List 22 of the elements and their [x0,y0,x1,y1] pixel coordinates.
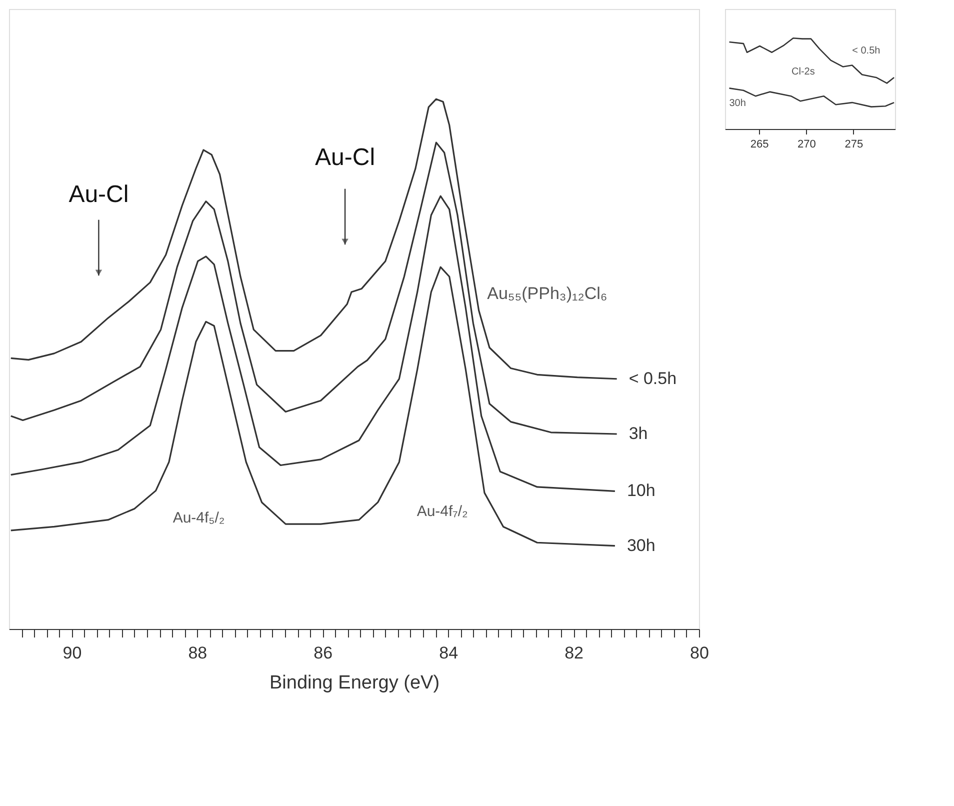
annotation: Au-Cl [315,144,376,171]
annotation: Cl-2s [792,66,815,78]
series-label: 30h [729,98,746,110]
x-tick-label: 84 [439,644,458,662]
x-tick-label: 82 [564,644,584,662]
series-label: < 0.5h [852,45,880,56]
x-tick-label: 275 [844,138,864,150]
annotation: Au₅₅(PPh₃)₁₂Cl₆ [487,284,608,304]
series-label: < 0.5h [628,368,677,388]
x-tick-label: 80 [690,644,709,662]
series-label: 30h [626,536,656,555]
x-tick-label: 265 [750,138,769,150]
x-tick-label: 270 [798,138,816,150]
x-tick-label: 86 [314,644,333,662]
annotation: Au-4f₇/₂ [416,503,468,520]
series-label: 10h [626,481,656,500]
series-label: 3h [628,424,648,443]
annotation: Au-4f₅/₂ [172,509,225,526]
x-tick-label: 90 [62,644,82,662]
x-tick-label: 88 [188,644,208,662]
x-axis-title: Binding Energy (eV) [269,672,440,694]
annotation: Au-Cl [68,181,129,208]
